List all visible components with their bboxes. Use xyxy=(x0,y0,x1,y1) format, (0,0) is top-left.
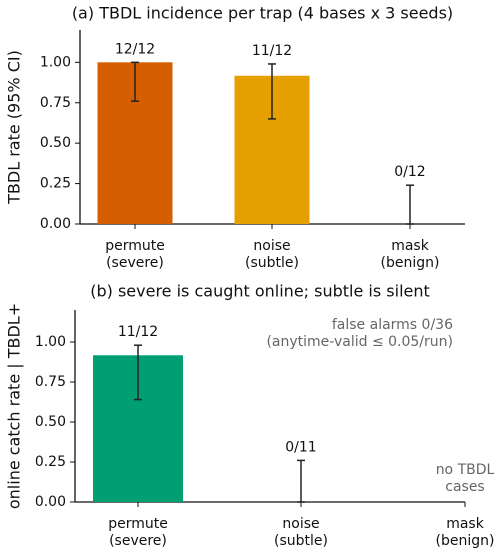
y-axis-label: TBDL rate (95% CI) xyxy=(5,50,24,205)
annotation: false alarms 0/36 (anytime-valid ≤ 0.05/r… xyxy=(266,317,453,350)
error-bar xyxy=(131,61,139,102)
error-bar xyxy=(268,63,276,120)
x-tick-label: mask (benign) xyxy=(381,238,440,271)
value-label: 11/12 xyxy=(252,43,292,59)
y-tick-label: 0.25 xyxy=(40,176,71,192)
y-tick-label: 1.00 xyxy=(40,54,71,70)
x-tick-label: mask (benign) xyxy=(436,516,495,549)
error-bar xyxy=(406,184,414,225)
x-tick-label: noise (subtle) xyxy=(245,238,299,271)
x-tick-label: permute (severe) xyxy=(108,516,168,549)
chart-title: (a) TBDL incidence per trap (4 bases x 3… xyxy=(72,4,453,23)
value-label: 0/11 xyxy=(285,439,316,455)
annotation: no TBDL cases xyxy=(436,462,495,495)
y-axis-label: online catch rate | TBDL+ xyxy=(5,303,24,509)
y-tick-label: 0.25 xyxy=(35,454,66,470)
y-tick-label: 0.75 xyxy=(35,374,66,390)
value-label: 12/12 xyxy=(115,41,155,57)
y-tick-label: 0.50 xyxy=(40,135,71,151)
y-tick-label: 0.00 xyxy=(35,494,66,510)
value-label: 0/12 xyxy=(394,164,425,180)
chart-title: (b) severe is caught online; subtle is s… xyxy=(90,282,430,301)
y-tick-label: 1.00 xyxy=(35,334,66,350)
y-tick-label: 0.75 xyxy=(40,95,71,111)
error-bar xyxy=(134,344,142,401)
y-tick-label: 0.00 xyxy=(40,216,71,232)
error-bar xyxy=(297,459,305,503)
value-label: 11/12 xyxy=(118,324,158,340)
y-tick-label: 0.50 xyxy=(35,414,66,430)
x-tick-label: permute (severe) xyxy=(105,238,165,271)
x-tick-label: noise (subtle) xyxy=(274,516,328,549)
